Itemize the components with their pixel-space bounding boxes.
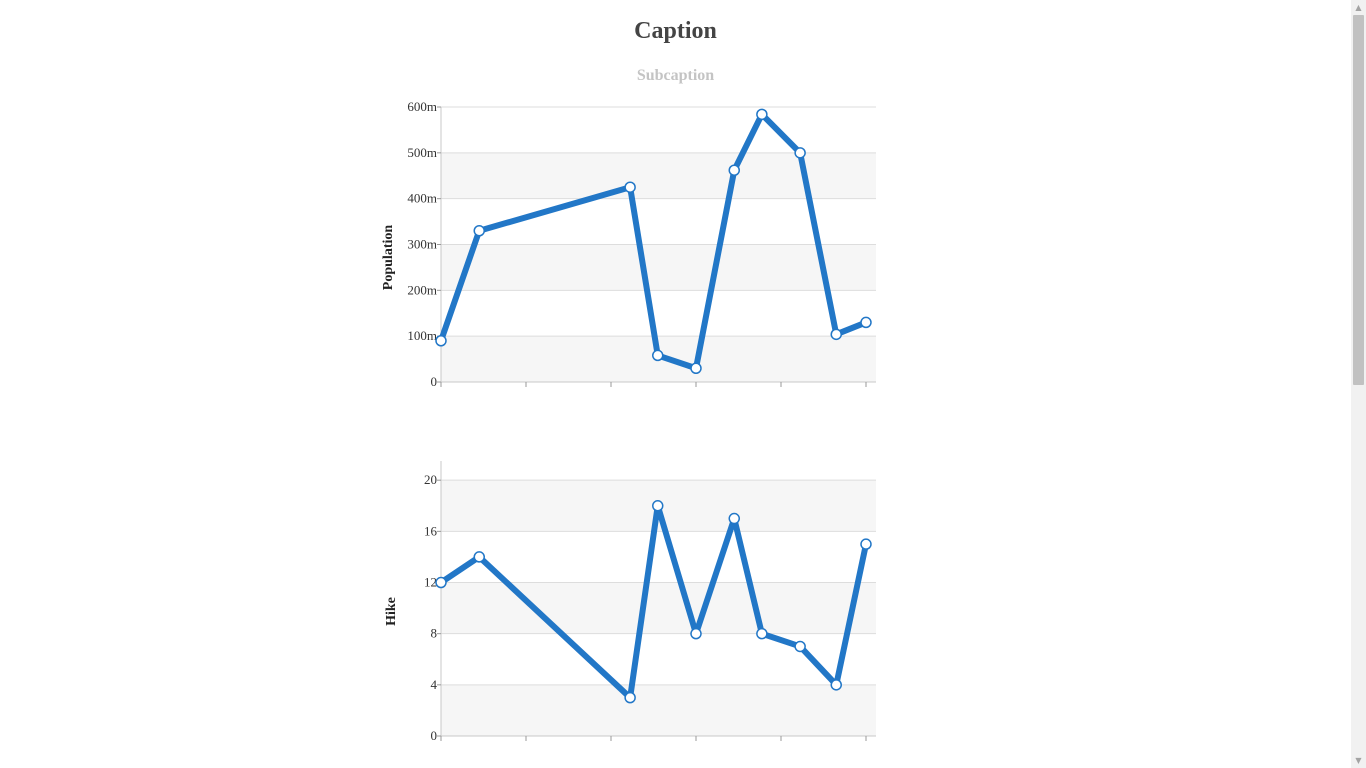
chart-1-data-point (795, 148, 805, 158)
scrollbar-thumb[interactable] (1353, 15, 1364, 385)
chart-1-y-tick-label: 600m (407, 99, 437, 114)
chart-1-y-tick-label: 200m (407, 282, 437, 297)
chart-2-y-tick-label: 4 (431, 677, 438, 692)
chart-2-data-point (757, 629, 767, 639)
chart-2-y-tick-label: 16 (424, 523, 438, 538)
chart-2-data-point (625, 693, 635, 703)
chart-1-data-point (861, 317, 871, 327)
chart-2-grid-band (441, 583, 876, 634)
chart-2-data-point (474, 552, 484, 562)
chart-2-y-tick-label: 20 (424, 472, 437, 487)
chart-1-data-point (474, 226, 484, 236)
chart-1-data-point (625, 182, 635, 192)
chart-1-y-tick-label: 500m (407, 145, 437, 160)
chart-1-data-point (436, 336, 446, 346)
chart-2-data-point (861, 539, 871, 549)
chart-2-y-tick-label: 0 (431, 728, 438, 743)
chart-1-data-point (757, 109, 767, 119)
chart-2-y-tick-label: 12 (424, 575, 437, 590)
chart-1-y-tick-label: 300m (407, 237, 437, 252)
vertical-scrollbar[interactable]: ▲ ▼ (1351, 0, 1366, 768)
chart-1-data-point (729, 165, 739, 175)
chart-2-data-point (691, 629, 701, 639)
chart-2-data-point (653, 501, 663, 511)
chart-2-data-point (831, 680, 841, 690)
chart-2-y-axis-title: Hike (384, 597, 399, 626)
chart-2-data-point (795, 641, 805, 651)
chart-1-y-axis-title: Population (381, 225, 396, 291)
chart-1-y-tick-label: 0 (431, 374, 438, 389)
chart-1-grid-band (441, 245, 876, 291)
chart-1-data-point (653, 350, 663, 360)
scroll-up-arrow-icon[interactable]: ▲ (1351, 0, 1366, 15)
scroll-down-arrow-icon[interactable]: ▼ (1351, 753, 1366, 768)
chart-2-grid-band (441, 685, 876, 736)
chart-1-data-point (831, 329, 841, 339)
chart-1-y-tick-label: 400m (407, 191, 437, 206)
chart-2-data-point (729, 514, 739, 524)
chart-1-y-tick-label: 100m (407, 328, 437, 343)
chart-2-y-tick-label: 8 (431, 626, 438, 641)
chart-2-data-point (436, 578, 446, 588)
chart-1-data-point (691, 363, 701, 373)
